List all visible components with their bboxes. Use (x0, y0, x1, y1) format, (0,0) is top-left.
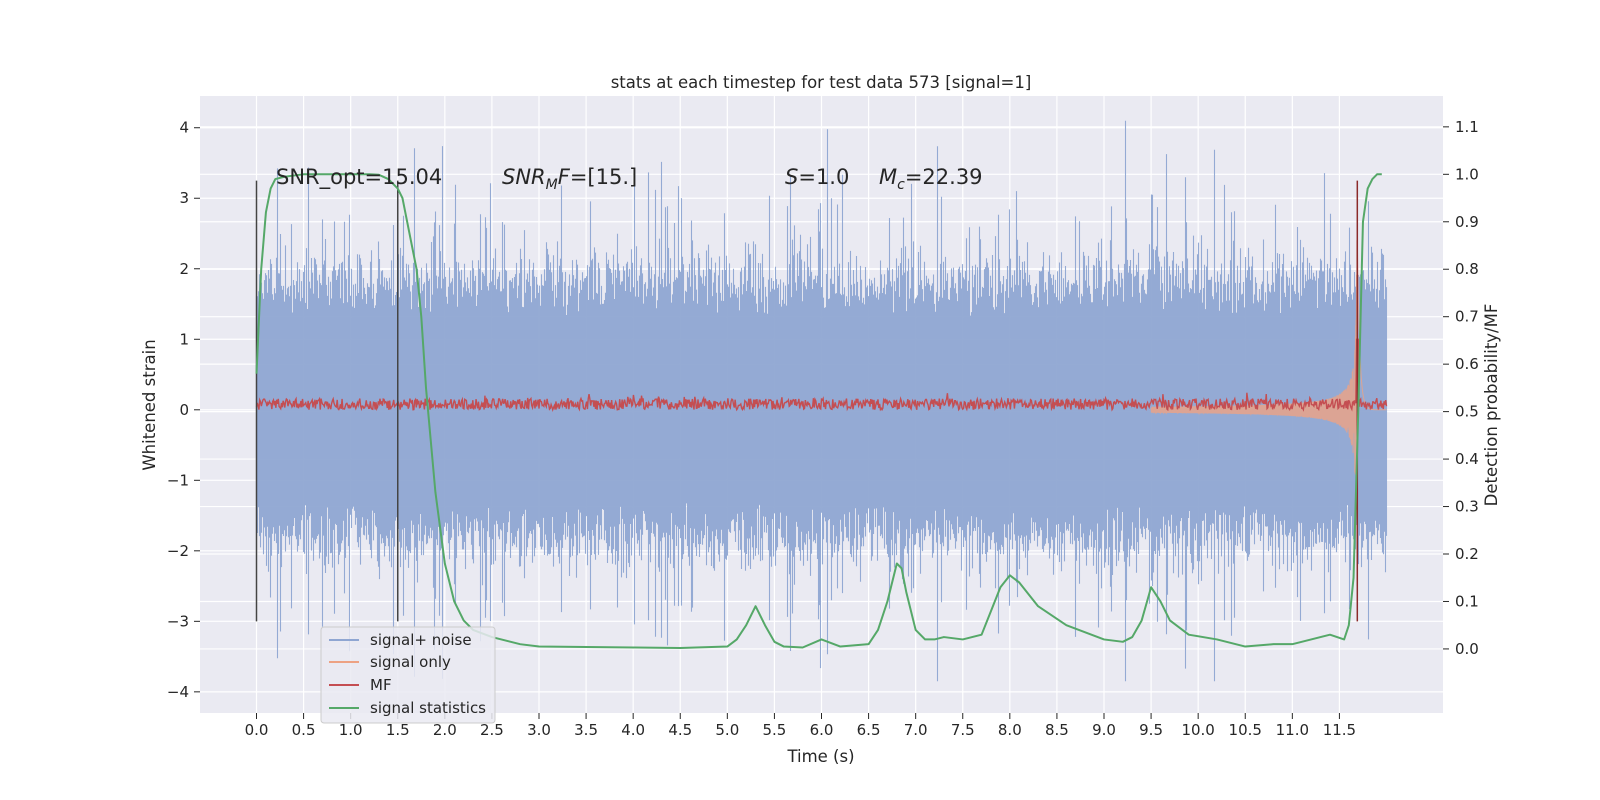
x-tick-label-8: 4.0 (621, 721, 645, 739)
legend: signal+ noise signal only MF signal stat… (320, 626, 496, 724)
x-tick-label-6: 3.0 (527, 721, 551, 739)
y2-tick-label-1: 0.1 (1455, 592, 1479, 610)
x-tick-label-7: 3.5 (574, 721, 598, 739)
annotation-snr-mf: SNRMF=[15.] (502, 165, 637, 193)
y2-tick-label-2: 0.2 (1455, 545, 1479, 563)
x-tick-label-15: 7.5 (951, 721, 975, 739)
mf-path (255, 338, 1388, 412)
x-tick-label-19: 9.5 (1139, 721, 1163, 739)
x-tick-label-3: 1.5 (386, 721, 410, 739)
y-tick-label-5: 1 (179, 330, 189, 348)
x-tick-label-5: 2.5 (480, 721, 504, 739)
legend-label-signal-only: signal only (370, 653, 451, 671)
series-signal-statistics (255, 173, 1382, 649)
y-tick-label-4: 0 (179, 401, 189, 419)
x-tick-label-4: 2.0 (433, 721, 457, 739)
x-tick-label-22: 11.0 (1276, 721, 1309, 739)
y-axis-label: Whitened strain (140, 339, 159, 470)
y2-tick-label-3: 0.3 (1455, 498, 1479, 516)
y-tick-label-7: 3 (179, 189, 189, 207)
x-tick-label-21: 10.5 (1229, 721, 1262, 739)
y2-axis-ticks: 0.0 0.1 0.2 0.3 0.4 0.5 0.6 0.7 0.8 0.9 1.0 1.1 (1443, 118, 1479, 658)
y2-tick-label-4: 0.4 (1455, 450, 1479, 468)
x-tick-label-1: 0.5 (292, 721, 316, 739)
y2-tick-label-7: 0.7 (1455, 308, 1479, 326)
x-axis-ticks: 0.0 0.5 1.0 1.5 2.0 2.5 3.0 3.5 4.0 4.5 5.0 5.5 6.0 6… (245, 713, 1356, 739)
x-tick-label-20: 10.0 (1181, 721, 1214, 739)
y2-axis-label: Detection probability/MF (1482, 304, 1501, 507)
x-tick-label-9: 4.5 (668, 721, 692, 739)
y2-tick-label-9: 0.9 (1455, 213, 1479, 231)
signal-statistics-path (255, 173, 1382, 649)
series-mf (255, 338, 1388, 412)
annotation-snr-opt: SNR_opt=15.04 (276, 165, 442, 190)
x-tick-label-16: 8.0 (998, 721, 1022, 739)
annotation-s: S=1.0 (785, 165, 849, 189)
y-axis-ticks: −4 −3 −2 −1 0 1 2 3 4 (167, 119, 200, 701)
x-tick-label-2: 1.0 (339, 721, 363, 739)
marker-lines (255, 180, 1359, 622)
y2-tick-label-6: 0.6 (1455, 355, 1479, 373)
x-tick-label-14: 7.0 (904, 721, 928, 739)
y2-tick-label-11: 1.1 (1455, 118, 1479, 136)
legend-label-mf: MF (370, 676, 392, 694)
annotation-mc: Mc=22.39 (879, 165, 983, 193)
y-tick-label-2: −2 (167, 542, 189, 560)
x-tick-label-17: 8.5 (1045, 721, 1069, 739)
legend-label-signal-statistics: signal statistics (370, 699, 486, 717)
x-tick-label-18: 9.0 (1092, 721, 1116, 739)
y-tick-label-0: −4 (167, 683, 189, 701)
x-tick-label-10: 5.0 (715, 721, 739, 739)
y2-tick-label-10: 1.0 (1455, 165, 1479, 183)
legend-box (320, 626, 496, 724)
x-tick-label-0: 0.0 (245, 721, 269, 739)
y-tick-label-8: 4 (179, 119, 189, 137)
y2-tick-label-5: 0.5 (1455, 403, 1479, 421)
chart-title: stats at each timestep for test data 573… (611, 73, 1032, 92)
y-tick-label-6: 2 (179, 260, 189, 278)
y-tick-label-1: −3 (167, 612, 189, 630)
y2-tick-label-0: 0.0 (1455, 640, 1479, 658)
y2-tick-label-8: 0.8 (1455, 260, 1479, 278)
x-tick-label-13: 6.5 (857, 721, 881, 739)
x-axis-label: Time (s) (786, 747, 854, 766)
x-tick-label-23: 11.5 (1323, 721, 1356, 739)
y-tick-label-3: −1 (167, 471, 189, 489)
x-tick-label-11: 5.5 (762, 721, 786, 739)
x-tick-label-12: 6.0 (810, 721, 834, 739)
legend-label-signal-plus-noise: signal+ noise (370, 631, 472, 649)
